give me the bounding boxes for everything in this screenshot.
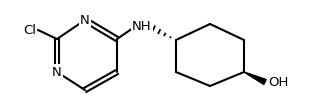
Text: OH: OH (268, 76, 288, 90)
Text: N: N (52, 65, 62, 79)
Text: Cl: Cl (23, 24, 36, 37)
Text: N: N (80, 14, 90, 26)
Text: NH: NH (132, 20, 152, 33)
Polygon shape (244, 72, 266, 84)
